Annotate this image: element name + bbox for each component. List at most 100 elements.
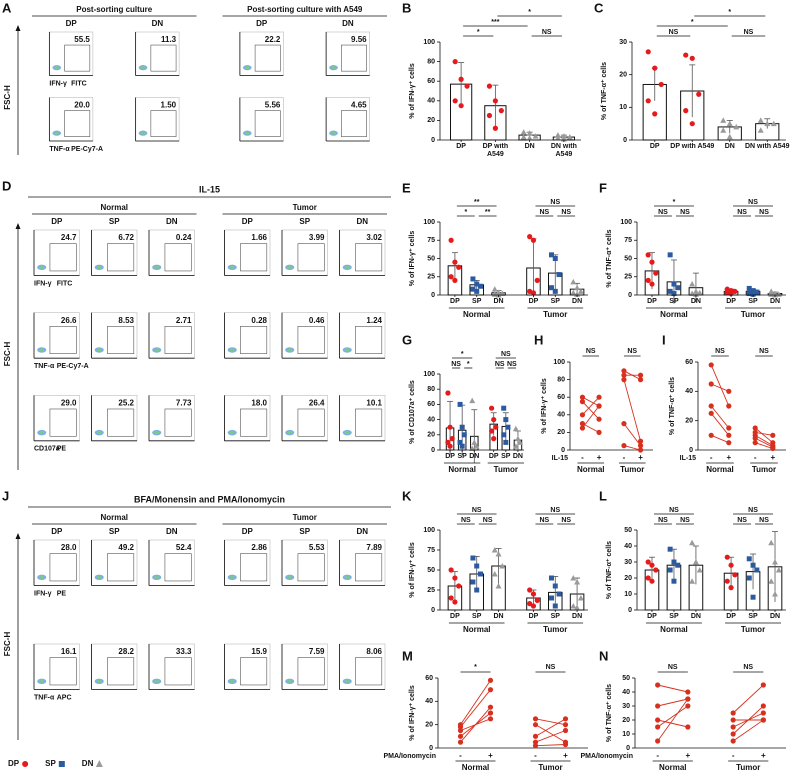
data-point — [469, 397, 476, 404]
x-tick-label: + — [726, 453, 731, 462]
paired-line — [732, 684, 764, 714]
data-point — [520, 134, 527, 140]
paired-line — [657, 705, 689, 728]
y-tick-label: 0 — [628, 292, 632, 299]
category-label-box: SP — [472, 298, 481, 305]
significance-label: NS — [495, 361, 505, 368]
data-point — [685, 724, 691, 730]
paired-line — [754, 434, 774, 446]
x-factor-label: PMA/Ionomycin — [580, 753, 633, 760]
data-point — [552, 583, 558, 589]
y-tick-label: 50 — [427, 567, 435, 574]
significance-label: NS — [715, 348, 725, 355]
data-point — [493, 424, 499, 430]
group-title: Normal — [100, 203, 128, 212]
category-label: DN with A549 — [550, 143, 577, 158]
data-point — [596, 416, 602, 422]
group-label: Tumor — [543, 310, 567, 319]
paired-line — [711, 434, 729, 444]
data-point — [448, 567, 454, 573]
data-point — [772, 591, 779, 597]
data-point — [574, 579, 581, 585]
data-point — [501, 405, 507, 411]
data-point — [548, 595, 554, 601]
y-tick-label: 10 — [619, 104, 627, 111]
y-tick-label: 30 — [624, 559, 632, 566]
category-label-box: DN — [513, 453, 523, 460]
data-point — [452, 277, 458, 283]
gate — [240, 657, 268, 686]
y-tick-label: 20 — [427, 432, 435, 439]
data-point — [470, 555, 476, 561]
data-point — [505, 424, 511, 430]
data-point — [570, 603, 577, 609]
gate-percentage: 10.1 — [366, 398, 382, 407]
data-point — [726, 403, 732, 409]
data-point — [754, 289, 760, 295]
gate-percentage: 52.4 — [176, 543, 192, 552]
channel-label: APC — [57, 694, 72, 701]
data-point — [447, 424, 453, 430]
cell-population-core — [96, 575, 102, 579]
paired-line — [732, 705, 764, 735]
category-label-box: SP — [551, 613, 560, 620]
paired-line — [732, 719, 764, 742]
gate — [49, 243, 77, 272]
column-label: DN — [166, 217, 178, 226]
data-point — [570, 289, 577, 296]
column-label: DN — [152, 19, 164, 28]
gate-percentage: 25.2 — [118, 398, 134, 407]
category-label: SP — [748, 298, 758, 305]
data-point — [652, 111, 658, 117]
x-tick-label: + — [770, 453, 775, 462]
data-point — [730, 724, 736, 730]
data-point — [452, 599, 458, 605]
significance-label: NS — [759, 348, 769, 355]
paired-line — [582, 405, 600, 429]
data-point — [649, 281, 655, 287]
data-point — [457, 727, 464, 734]
arrow-head — [15, 25, 21, 31]
y-tick-label: 10 — [622, 731, 630, 738]
column-label: DP — [242, 217, 254, 226]
data-point — [645, 277, 651, 283]
marker-label: IFN-γ — [34, 590, 52, 597]
category-label-box: DN — [525, 143, 535, 150]
significance-label: * — [728, 9, 731, 16]
data-point — [498, 108, 504, 114]
group-label: Tumor — [752, 465, 776, 474]
y-tick-label: 30 — [619, 39, 627, 46]
data-point — [474, 281, 480, 287]
data-point — [645, 252, 651, 258]
y-tick-label: 40 — [685, 388, 693, 395]
gate — [341, 44, 367, 72]
data-point — [708, 362, 714, 368]
data-point — [492, 98, 498, 104]
data-point — [637, 438, 644, 444]
y-tick-label: 0 — [431, 137, 435, 144]
group-label: Normal — [448, 465, 476, 474]
data-point — [685, 703, 691, 709]
category-label-box: DN with A549 — [745, 143, 789, 150]
gate — [297, 657, 325, 686]
data-point — [696, 567, 703, 573]
marker-label: IFN-γ — [34, 280, 52, 287]
y-tick-label: 40 — [425, 698, 433, 705]
category-label: DP — [726, 613, 736, 620]
group-label: Tumor — [620, 465, 644, 474]
y-tick-label: 0 — [689, 447, 693, 454]
cell-population-core — [96, 265, 102, 269]
data-point — [732, 288, 738, 294]
significance-label: * — [691, 19, 694, 26]
data-point — [452, 259, 458, 265]
cell-population-core — [96, 348, 102, 352]
data-point — [491, 547, 498, 553]
gate-percentage: 20.0 — [74, 101, 90, 110]
y-tick-label: 20 — [557, 429, 565, 436]
category-label-box: DN — [493, 298, 503, 305]
gate — [150, 44, 177, 72]
gate — [164, 326, 192, 354]
data-point — [726, 388, 732, 394]
data-point — [675, 562, 681, 568]
y-axis-label: FSC-H — [3, 85, 12, 110]
